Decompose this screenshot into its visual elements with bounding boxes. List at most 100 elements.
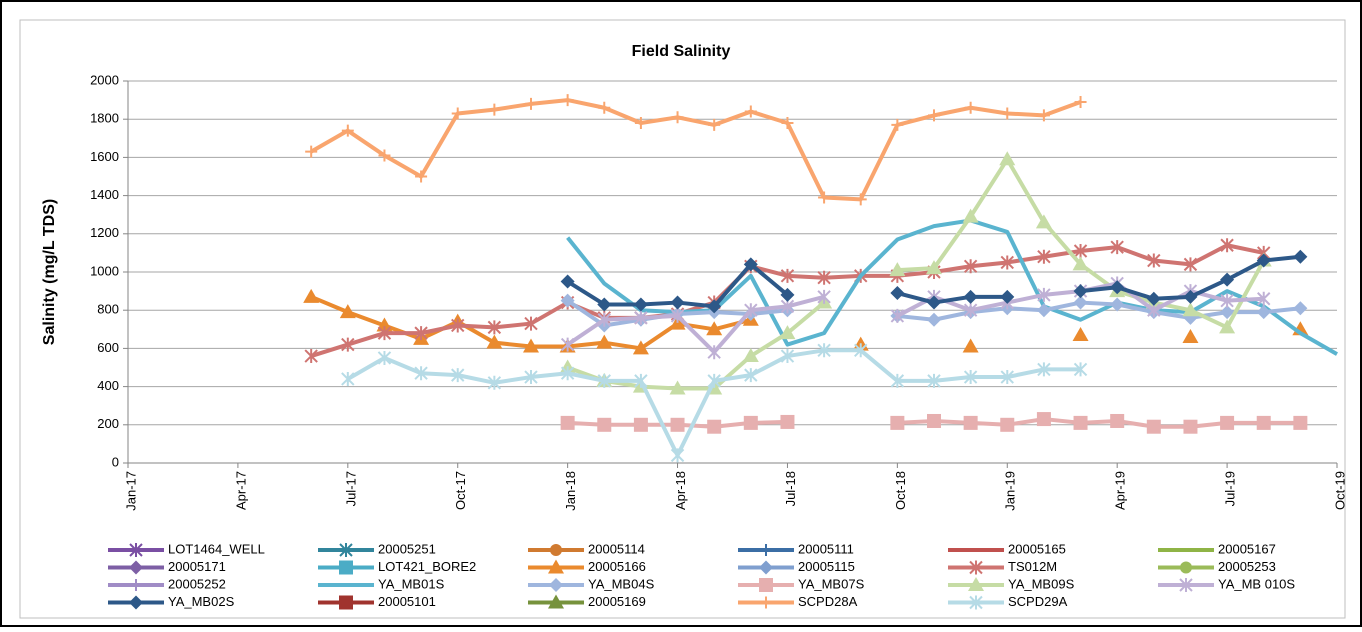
data-point <box>706 321 723 336</box>
data-point <box>525 97 537 110</box>
y-tick-label: 1200 <box>90 225 119 240</box>
legend-label: 20005253 <box>1218 559 1276 574</box>
data-point <box>780 349 795 364</box>
legend-label: 20005165 <box>1008 541 1066 556</box>
legend-marker <box>968 577 984 591</box>
legend-label: YA_MB02S <box>168 594 235 609</box>
data-point <box>1220 238 1234 253</box>
x-tick-label: Oct-18 <box>893 471 908 510</box>
legend-marker <box>130 579 142 591</box>
x-tick-label: Apr-19 <box>1113 471 1128 510</box>
data-point <box>964 101 977 114</box>
data-point <box>523 338 539 353</box>
legend-marker <box>339 560 353 575</box>
legend-item: 20005167 <box>1158 541 1276 556</box>
data-point <box>890 308 905 323</box>
legend-label: YA_MB07S <box>798 576 865 591</box>
data-point <box>1037 362 1051 377</box>
data-point <box>1146 291 1161 306</box>
data-point <box>1147 253 1161 268</box>
x-tick-label: Apr-17 <box>233 471 248 510</box>
data-point <box>670 295 685 310</box>
data-point <box>670 417 685 432</box>
y-tick-label: 1000 <box>90 263 119 278</box>
data-point <box>817 289 831 304</box>
data-point <box>708 118 721 131</box>
data-point <box>1073 284 1088 299</box>
data-point <box>597 297 612 312</box>
x-tick-label: Jan-17 <box>123 471 138 511</box>
data-point <box>1073 243 1088 258</box>
data-point <box>303 288 320 303</box>
data-point <box>818 191 831 204</box>
data-point <box>1001 107 1014 120</box>
legend-marker <box>548 559 564 574</box>
data-point <box>1256 415 1271 430</box>
data-point <box>341 124 354 137</box>
data-point <box>634 310 648 325</box>
legend-label: TS012M <box>1008 559 1057 574</box>
data-point <box>1256 253 1271 268</box>
data-point <box>414 326 428 341</box>
data-point <box>817 270 831 285</box>
legend-label: 20005111 <box>798 541 854 556</box>
data-point <box>1073 415 1088 430</box>
data-point <box>598 101 611 114</box>
data-point <box>1000 289 1015 304</box>
legend-marker <box>760 596 772 609</box>
data-point <box>451 368 465 383</box>
x-tick-label: Oct-17 <box>453 471 468 510</box>
legend-item: 20005252 <box>108 576 226 591</box>
data-point <box>1146 419 1161 434</box>
y-tick-label: 800 <box>97 302 119 317</box>
data-point <box>669 380 686 395</box>
data-point <box>890 286 905 301</box>
legend-label: 20005171 <box>168 559 226 574</box>
data-point <box>707 299 722 314</box>
data-point <box>1037 287 1051 302</box>
data-point <box>524 316 538 331</box>
data-point <box>1220 272 1235 287</box>
data-point <box>927 295 941 310</box>
data-point <box>1037 249 1051 264</box>
legend-item: YA_MB 010S <box>1158 576 1295 592</box>
legend-marker <box>1179 578 1193 592</box>
legend-marker <box>549 578 563 592</box>
legend-item: SCPD29A <box>948 594 1068 610</box>
data-point <box>488 103 501 116</box>
data-point <box>1072 327 1089 342</box>
chart-title: Field Salinity <box>632 43 731 60</box>
data-point <box>1293 301 1308 316</box>
data-point <box>744 105 757 118</box>
legend-label: 20005114 <box>588 541 645 556</box>
data-point <box>1182 328 1199 343</box>
legend-label: LOT1464_WELL <box>168 541 265 556</box>
x-tick-label: Jul-17 <box>343 471 358 506</box>
data-point <box>999 151 1016 166</box>
y-tick-label: 1800 <box>90 111 119 126</box>
data-point <box>1293 249 1308 264</box>
legend-item: LOT1464_WELL <box>108 541 265 557</box>
data-point <box>780 414 795 429</box>
legend-marker <box>129 543 143 557</box>
data-point <box>671 111 684 124</box>
data-point <box>487 320 502 335</box>
legend-item: LOT421_BORE2 <box>318 559 476 575</box>
data-point <box>451 318 465 333</box>
data-point <box>781 117 794 130</box>
data-point <box>963 415 978 430</box>
y-tick-label: 0 <box>112 454 119 469</box>
data-point <box>962 338 979 353</box>
x-tick-label: Jul-18 <box>783 471 798 506</box>
data-point <box>1183 257 1198 272</box>
legend-item: YA_MB04S <box>528 576 655 592</box>
legend-item: YA_MB09S <box>948 576 1075 591</box>
data-point <box>1036 303 1051 318</box>
data-point <box>1110 280 1125 295</box>
data-point <box>451 107 464 120</box>
data-point <box>891 118 904 131</box>
legend-item: 20005171 <box>108 559 226 575</box>
y-axis-title: Salinity (mg/L TDS) <box>41 199 58 345</box>
legend-item: YA_MB01S <box>318 576 445 591</box>
